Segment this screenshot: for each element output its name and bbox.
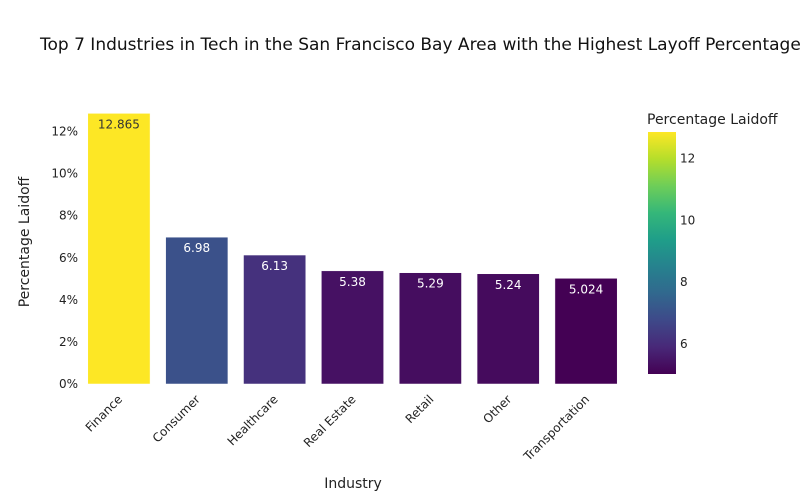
bar-transportation	[554, 278, 618, 385]
bar-healthcare	[243, 254, 307, 385]
y-tick-label: 12%	[51, 125, 78, 139]
colorbar-gradient	[648, 132, 676, 374]
bar-value-label: 6.13	[261, 259, 288, 273]
colorbar: Percentage Laidoff 6 8 10 12	[647, 112, 778, 374]
x-tick-label: Retail	[403, 392, 437, 426]
x-tick-label: Healthcare	[225, 392, 281, 448]
y-tick-label: 4%	[59, 293, 78, 307]
colorbar-tick-label: 8	[680, 275, 688, 289]
colorbar-tick-label: 12	[680, 152, 695, 166]
colorbar-title: Percentage Laidoff	[647, 112, 778, 128]
y-axis-title: Percentage Laidoff	[17, 176, 33, 307]
x-tick-label: Transportation	[520, 392, 592, 464]
bar-consumer	[165, 236, 229, 385]
bar-value-label: 5.024	[569, 282, 603, 296]
colorbar-tick-label: 10	[680, 213, 695, 227]
y-tick-label: 8%	[59, 209, 78, 223]
y-tick-label: 0%	[59, 377, 78, 391]
colorbar-ticks: 6 8 10 12	[680, 152, 695, 351]
x-axis-title: Industry	[324, 476, 382, 492]
bar-retail	[398, 272, 462, 385]
bar-value-label: 5.29	[417, 277, 444, 291]
bar-value-label: 6.98	[183, 241, 210, 255]
bar-value-labels: 12.865 6.98 6.13 5.38 5.29 5.24 5.024	[98, 117, 603, 296]
x-tick-label: Other	[480, 392, 514, 426]
y-axis-ticks: 0% 2% 4% 6% 8% 10% 12%	[51, 125, 78, 391]
colorbar-tick-label: 6	[680, 337, 688, 351]
bar-value-label: 12.865	[98, 117, 140, 131]
chart-title: Top 7 Industries in Tech in the San Fran…	[39, 35, 800, 55]
x-tick-label: Consumer	[150, 392, 203, 445]
x-tick-label: Finance	[83, 392, 125, 434]
x-tick-label: Real Estate	[301, 392, 359, 450]
y-tick-label: 2%	[59, 335, 78, 349]
bar-value-label: 5.38	[339, 275, 366, 289]
bar-finance	[87, 113, 151, 385]
bar-real-estate	[321, 270, 384, 385]
y-tick-label: 6%	[59, 251, 78, 265]
x-axis-ticks: Finance Consumer Healthcare Real Estate Reta…	[83, 392, 593, 464]
bar-value-label: 5.24	[495, 278, 522, 292]
y-tick-label: 10%	[51, 167, 78, 181]
bar-other	[476, 273, 540, 385]
bars	[87, 113, 618, 385]
